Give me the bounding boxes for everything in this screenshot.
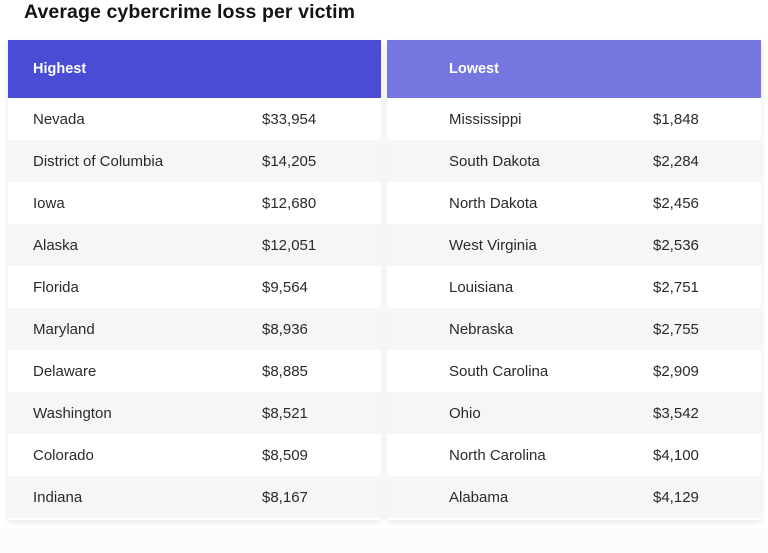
loss-value: $2,909 [653,362,699,380]
table-row: Louisiana $2,751 [387,266,761,308]
loss-value: $8,936 [262,320,308,338]
table-row: District of Columbia $14,205 [8,140,381,182]
loss-value: $3,542 [653,404,699,422]
state-name: Louisiana [449,278,514,296]
loss-value: $2,536 [653,236,699,254]
highest-header: Highest [8,40,381,98]
highest-table: Highest Nevada $33,954 District of Columbi… [8,40,381,520]
loss-value: $9,564 [262,278,308,296]
state-name: Alaska [33,236,79,254]
state-name: South Dakota [449,152,540,170]
loss-value: $14,205 [262,152,317,170]
loss-value: $2,755 [653,320,699,338]
table-row: Iowa $12,680 [8,182,381,224]
table-row: Alabama $4,129 [387,476,761,518]
table-row: South Carolina $2,909 [387,350,761,392]
loss-value: $4,129 [653,488,699,506]
state-name: Nevada [33,110,85,128]
state-name: Delaware [33,362,97,380]
table-row: Nebraska $2,755 [387,308,761,350]
table-row: Maryland $8,936 [8,308,381,350]
highest-header-label: Highest [33,61,87,77]
lowest-rows: Mississippi $1,848 South Dakota $2,284 North… [387,98,761,518]
highest-rows: Nevada $33,954 District of Columbia $14,205… [8,98,381,518]
state-name: Ohio [449,404,481,422]
loss-value: $8,885 [262,362,308,380]
loss-value: $2,456 [653,194,699,212]
table-row: Indiana $8,167 [8,476,381,518]
table-row: Nevada $33,954 [8,98,381,140]
state-name: West Virginia [449,236,537,254]
table-row: Delaware $8,885 [8,350,381,392]
loss-value: $2,751 [653,278,699,296]
table-row: Colorado $8,509 [8,434,381,476]
state-name: South Carolina [449,362,549,380]
loss-value: $33,954 [262,110,317,128]
state-name: Indiana [33,488,83,506]
loss-value: $8,167 [262,488,308,506]
table-row: Florida $9,564 [8,266,381,308]
bottom-bar [0,528,768,553]
loss-value: $1,848 [653,110,699,128]
state-name: North Dakota [449,194,538,212]
state-name: Colorado [33,446,94,464]
state-name: Washington [33,404,112,422]
state-name: Florida [33,278,79,296]
loss-value: $12,680 [262,194,317,212]
state-name: Maryland [33,320,95,338]
table-row: Ohio $3,542 [387,392,761,434]
loss-value: $2,284 [653,152,699,170]
state-name: Alabama [449,488,509,506]
loss-value: $12,051 [262,236,317,254]
table-row: Alaska $12,051 [8,224,381,266]
loss-value: $4,100 [653,446,699,464]
table-row: South Dakota $2,284 [387,140,761,182]
table-row: Mississippi $1,848 [387,98,761,140]
table-row: North Carolina $4,100 [387,434,761,476]
chart-title: Average cybercrime loss per victim [24,1,356,23]
loss-value: $8,521 [262,404,308,422]
table-row: West Virginia $2,536 [387,224,761,266]
loss-value: $8,509 [262,446,308,464]
lowest-header-label: Lowest [449,61,499,77]
state-name: Nebraska [449,320,514,338]
lowest-table: Lowest Mississippi $1,848 South Dakota $2,2… [387,40,761,520]
state-name: District of Columbia [33,152,164,170]
state-name: North Carolina [449,446,546,464]
state-name: Iowa [33,194,65,212]
lowest-header: Lowest [387,40,761,98]
table-row: Washington $8,521 [8,392,381,434]
table-row: North Dakota $2,456 [387,182,761,224]
state-name: Mississippi [449,110,522,128]
